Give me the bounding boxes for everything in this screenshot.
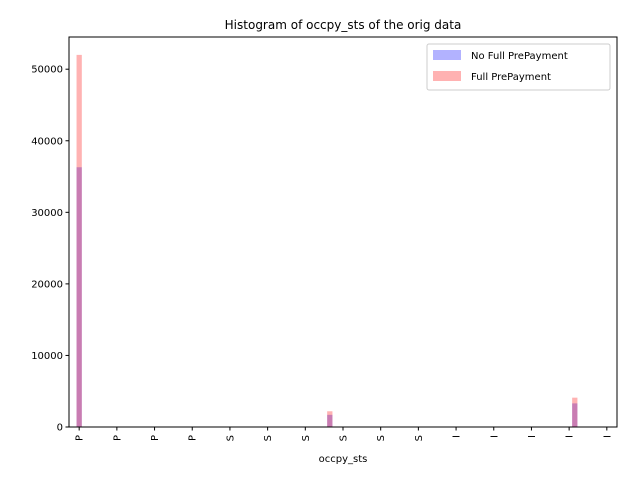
x-tick-label: S [263, 435, 274, 441]
legend-label-full-prepayment: Full PrePayment [471, 72, 551, 83]
x-tick-label: I [565, 435, 576, 438]
legend-frame [426, 43, 611, 91]
x-tick-label: P [75, 435, 86, 441]
legend: No Full PrePayment Full PrePayment [426, 43, 611, 91]
bar-full-prepayment-bin-0 [76, 54, 82, 428]
x-tick-label: I [489, 435, 500, 438]
x-tick-label: S [414, 435, 425, 441]
bars-layer [76, 54, 578, 428]
y-tick-label: 40000 [31, 136, 63, 147]
x-tick-label: S [225, 435, 236, 441]
legend-label-no-full-prepayment: No Full PrePayment [471, 51, 568, 62]
bar-full-prepayment-bin-2 [572, 397, 578, 427]
y-tick-label: 50000 [31, 65, 63, 76]
x-tick-label: S [339, 435, 350, 441]
bar-no-full-prepayment-bin-0 [76, 167, 82, 427]
y-tick-label: 0 [57, 423, 63, 434]
bar-no-full-prepayment-bin-1 [327, 414, 333, 427]
chart-title: Histogram of occpy_sts of the orig data [225, 18, 462, 32]
y-tick-label: 30000 [31, 208, 63, 219]
legend-swatch-full-prepayment [433, 71, 461, 81]
x-axis-label: occpy_sts [319, 454, 368, 465]
x-tick-label: S [301, 435, 312, 441]
x-tick-label: P [150, 435, 161, 441]
plot-frame [68, 36, 618, 428]
x-tick-label: I [527, 435, 538, 438]
bar-no-full-prepayment-bin-2 [572, 403, 578, 427]
y-tick-label: 20000 [31, 279, 63, 290]
x-tick-label: P [112, 435, 123, 441]
legend-swatch-no-full-prepayment [433, 50, 461, 60]
y-axis: 0 10000 20000 30000 40000 50000 [31, 65, 69, 434]
x-tick-label: S [376, 435, 387, 441]
x-tick-label: I [452, 435, 463, 438]
x-tick-label: I [602, 435, 613, 438]
y-tick-label: 10000 [31, 351, 63, 362]
bar-full-prepayment-bin-1 [327, 411, 333, 427]
x-tick-label: P [188, 435, 199, 441]
